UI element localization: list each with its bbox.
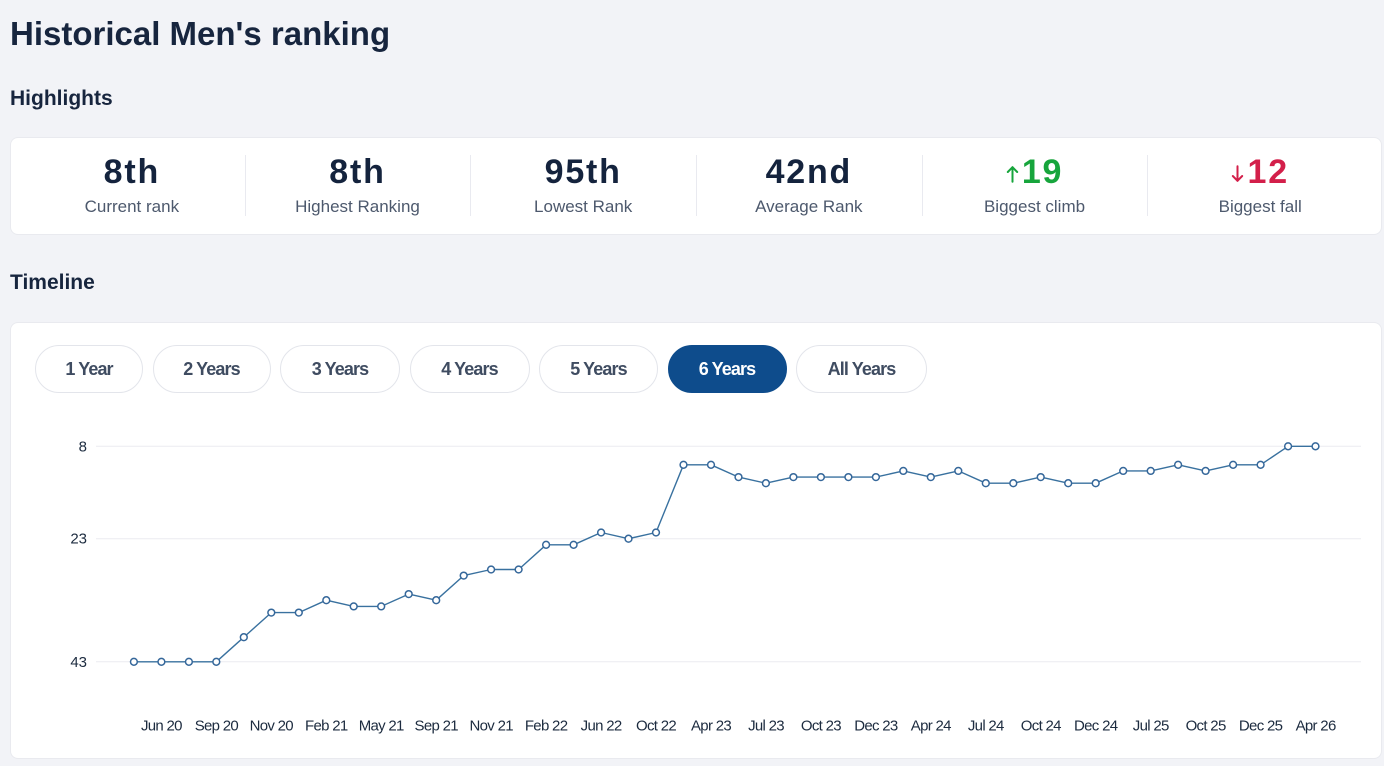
svg-text:Oct 23: Oct 23: [801, 718, 841, 735]
svg-text:23: 23: [70, 531, 87, 548]
svg-text:Oct 25: Oct 25: [1186, 718, 1226, 735]
svg-text:Oct 24: Oct 24: [1021, 718, 1061, 735]
svg-text:Jun 22: Jun 22: [581, 718, 622, 735]
svg-text:Dec 25: Dec 25: [1239, 718, 1283, 735]
svg-text:Nov 20: Nov 20: [250, 718, 294, 735]
svg-text:Jun 20: Jun 20: [141, 718, 182, 735]
svg-text:Sep 21: Sep 21: [415, 718, 459, 735]
svg-text:Apr 26: Apr 26: [1296, 718, 1336, 735]
svg-text:Nov 21: Nov 21: [470, 718, 514, 735]
svg-text:Oct 22: Oct 22: [636, 718, 676, 735]
svg-text:43: 43: [70, 654, 87, 671]
svg-text:Feb 22: Feb 22: [525, 718, 568, 735]
svg-text:Jul 25: Jul 25: [1133, 718, 1169, 735]
svg-text:May 21: May 21: [359, 718, 404, 735]
svg-text:Feb 21: Feb 21: [305, 718, 348, 735]
svg-text:Apr 24: Apr 24: [911, 718, 951, 735]
svg-text:Dec 24: Dec 24: [1074, 718, 1118, 735]
svg-text:Jul 23: Jul 23: [748, 718, 784, 735]
svg-text:Sep 20: Sep 20: [195, 718, 239, 735]
svg-text:Apr 23: Apr 23: [691, 718, 731, 735]
svg-text:Dec 23: Dec 23: [854, 718, 898, 735]
svg-text:8: 8: [79, 438, 87, 455]
svg-text:Jul 24: Jul 24: [968, 718, 1004, 735]
